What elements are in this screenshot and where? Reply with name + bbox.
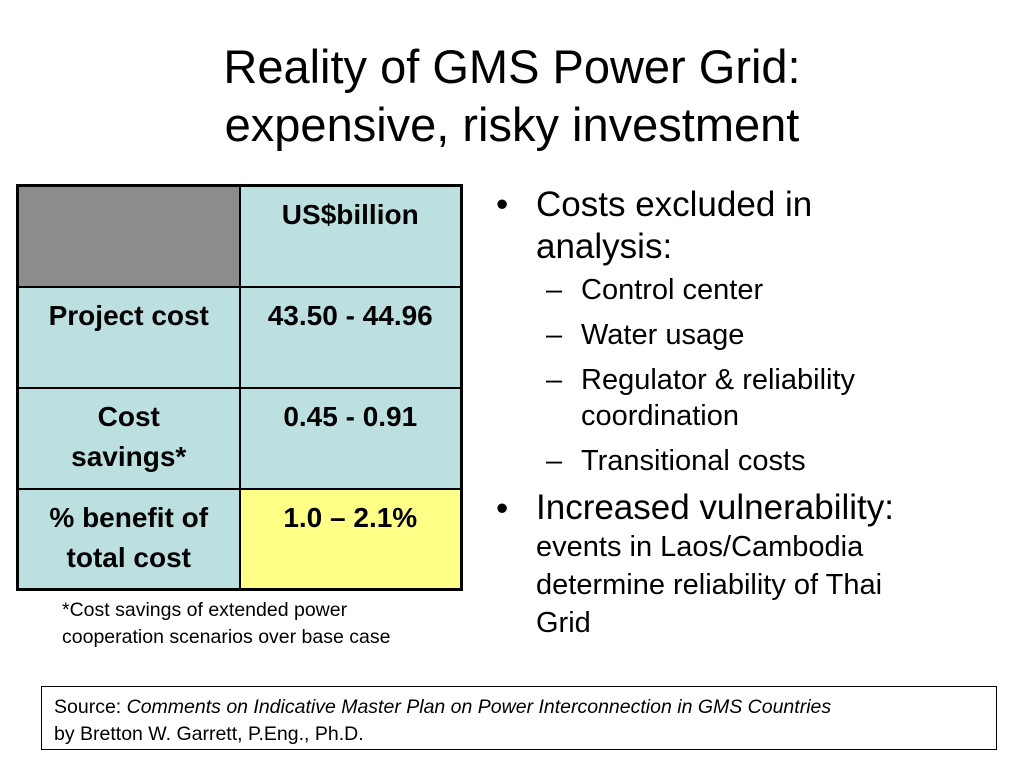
row-label-percent-benefit-line-1: % benefit of: [49, 501, 209, 533]
sub-item-control-center: – Control center: [496, 272, 1016, 308]
sub-item-text: Water usage: [581, 319, 745, 351]
bullet-vulnerability-line-2: determine reliability of Thai: [536, 569, 883, 601]
slide-title: Reality of GMS Power Grid: expensive, ri…: [0, 38, 1024, 154]
source-title: Comments on Indicative Master Plan on Po…: [126, 696, 832, 718]
row-value-cost-savings: 0.45 - 0.91: [238, 386, 463, 490]
source-citation: Source: Comments on Indicative Master Pl…: [41, 686, 997, 750]
row-label-percent-benefit: % benefit of total cost: [16, 487, 241, 591]
table-row-cost-savings: Cost savings* 0.45 - 0.91: [16, 386, 463, 490]
sub-item-transitional-costs: – Transitional costs: [496, 443, 1016, 479]
table-header-unit: US$billion: [238, 184, 463, 288]
table-row-percent-benefit: % benefit of total cost 1.0 – 2.1%: [16, 487, 463, 591]
slide-title-line-1: Reality of GMS Power Grid:: [223, 40, 801, 93]
sub-item-text-line-1: Regulator & reliability: [581, 364, 856, 396]
sub-item-water-usage: – Water usage: [496, 317, 1016, 353]
bullet-dot-icon: •: [496, 489, 509, 528]
row-label-project-cost: Project cost: [16, 285, 241, 389]
source-prefix: Source:: [54, 696, 127, 718]
cost-benefit-table: US$billion Project cost 43.50 - 44.96 Co…: [16, 184, 463, 591]
table-footnote: *Cost savings of extended power cooperat…: [62, 597, 472, 651]
row-label-cost-savings-line-1: Cost: [97, 400, 160, 432]
sub-item-regulator-coordination: – Regulator & reliability coordination: [496, 362, 1016, 434]
bullet-costs-excluded: • Costs excluded in analysis:: [496, 184, 1016, 268]
table-corner-cell: [16, 184, 241, 288]
bullet-list: • Costs excluded in analysis: – Control …: [496, 184, 1016, 642]
footnote-line-1: *Cost savings of extended power: [62, 599, 348, 621]
bullet-increased-vulnerability: • Increased vulnerability: events in Lao…: [496, 488, 1016, 642]
sub-item-text: Transitional costs: [581, 445, 806, 477]
excluded-costs-sublist: – Control center – Water usage – Regulat…: [496, 272, 1016, 479]
table-header-row: US$billion: [16, 184, 463, 288]
bullet-vulnerability-line-3: Grid: [536, 607, 591, 639]
bullet-costs-excluded-line-1: Costs excluded in: [536, 185, 813, 224]
bullet-vulnerability-line-1: events in Laos/Cambodia: [536, 531, 864, 563]
bullet-costs-excluded-line-2: analysis:: [536, 227, 673, 266]
slide-title-line-2: expensive, risky investment: [224, 98, 800, 151]
row-label-cost-savings: Cost savings*: [16, 386, 241, 490]
dash-icon: –: [546, 274, 563, 306]
bullet-dot-icon: •: [496, 185, 509, 224]
bullet-vulnerability-lead: Increased vulnerability:: [536, 488, 894, 527]
row-label-cost-savings-line-2: savings*: [71, 440, 187, 472]
row-value-project-cost: 43.50 - 44.96: [238, 285, 463, 389]
footnote-line-2: cooperation scenarios over base case: [62, 626, 391, 648]
dash-icon: –: [546, 445, 563, 477]
sub-item-text: Control center: [581, 274, 764, 306]
table-row-project-cost: Project cost 43.50 - 44.96: [16, 285, 463, 389]
row-label-percent-benefit-line-2: total cost: [66, 541, 191, 573]
dash-icon: –: [546, 364, 563, 396]
row-value-percent-benefit: 1.0 – 2.1%: [238, 487, 463, 591]
sub-item-text-line-2: coordination: [581, 400, 739, 432]
dash-icon: –: [546, 319, 563, 351]
source-byline: by Bretton W. Garrett, P.Eng., Ph.D.: [54, 723, 364, 745]
